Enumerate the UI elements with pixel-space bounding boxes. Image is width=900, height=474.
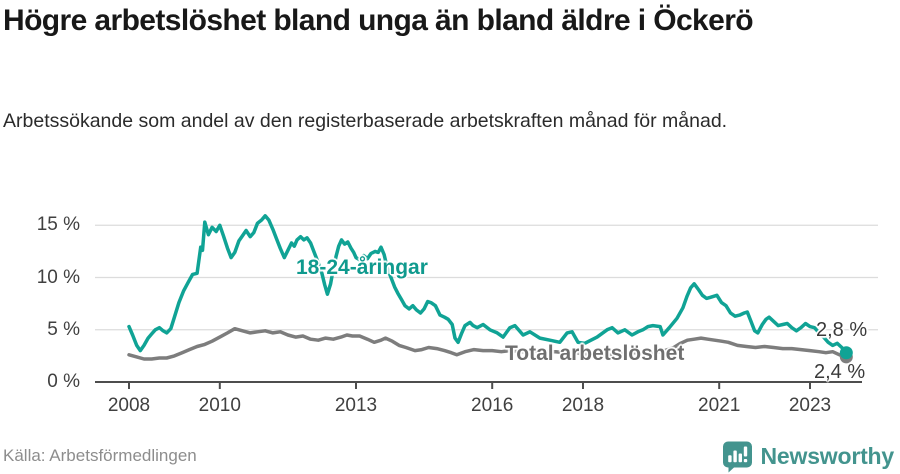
series-label-young: 18-24-åringar	[296, 256, 428, 279]
x-tick-label: 2010	[198, 395, 241, 416]
x-tick-label: 2018	[561, 395, 605, 416]
y-tick-label: 5 %	[47, 318, 80, 340]
end-value-label-young: 2,8 %	[816, 319, 868, 341]
x-tick-label: 2008	[107, 395, 151, 416]
page-title: Högre arbetslöshet bland unga än bland ä…	[3, 4, 754, 37]
x-tick-label: 2016	[471, 395, 514, 416]
newsworthy-logo: Newsworthy	[721, 440, 894, 473]
newsworthy-bubble-chart-icon	[722, 441, 752, 473]
source-text: Källa: Arbetsförmedlingen	[3, 446, 197, 465]
x-tick-label: 2023	[788, 395, 832, 416]
x-tick-label: 2013	[334, 395, 378, 416]
series-label-total: Total arbetslöshet	[505, 342, 685, 365]
y-tick-label: 15 %	[36, 214, 80, 236]
brand-name: Newsworthy	[760, 443, 895, 469]
chart-subtitle: Arbetssökande som andel av den registerb…	[3, 110, 728, 132]
y-tick-label: 10 %	[36, 266, 80, 288]
x-tick-label: 2021	[698, 395, 741, 416]
end-value-label-total: 2,4 %	[814, 361, 866, 383]
y-tick-label: 0 %	[47, 371, 80, 392]
